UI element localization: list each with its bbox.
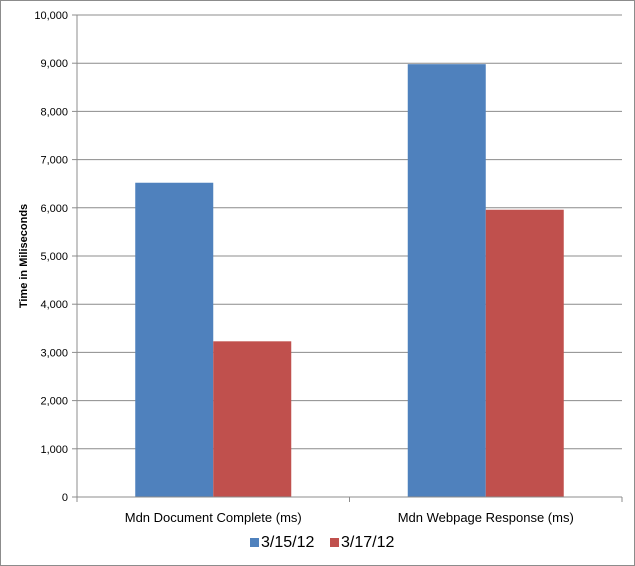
legend-swatch [250,538,259,547]
y-tick-label: 1,000 [40,444,68,456]
y-tick-label: 5,000 [40,251,68,263]
y-axis-label: Time in Miliseconds [18,204,30,308]
y-tick-label: 2,000 [40,396,68,408]
y-tick-label: 10,000 [34,10,68,22]
y-tick-label: 0 [62,492,68,504]
y-tick-label: 3,000 [40,347,68,359]
y-tick-label: 7,000 [40,155,68,167]
legend-swatch [330,538,339,547]
legend-label: 3/15/12 [261,534,314,551]
bar [213,341,292,497]
y-tick-label: 4,000 [40,299,68,311]
bars [135,64,564,497]
bar [485,209,564,497]
legend-label: 3/17/12 [341,534,394,551]
axes [72,14,623,502]
legend: 3/15/12 3/17/12 [250,534,394,551]
x-category-label: Mdn Webpage Response (ms) [398,510,574,525]
bar [135,182,214,497]
y-tick-labels: 0 1,000 2,000 3,000 4,000 5,000 6,000 7,000 8,00… [34,10,68,504]
bar [407,64,486,497]
x-category-labels: Mdn Document Complete (ms) Mdn Webpage Re… [125,510,574,525]
y-tick-label: 8,000 [40,106,68,118]
y-tick-label: 6,000 [40,203,68,215]
y-tick-label: 9,000 [40,58,68,70]
x-category-label: Mdn Document Complete (ms) [125,510,302,525]
